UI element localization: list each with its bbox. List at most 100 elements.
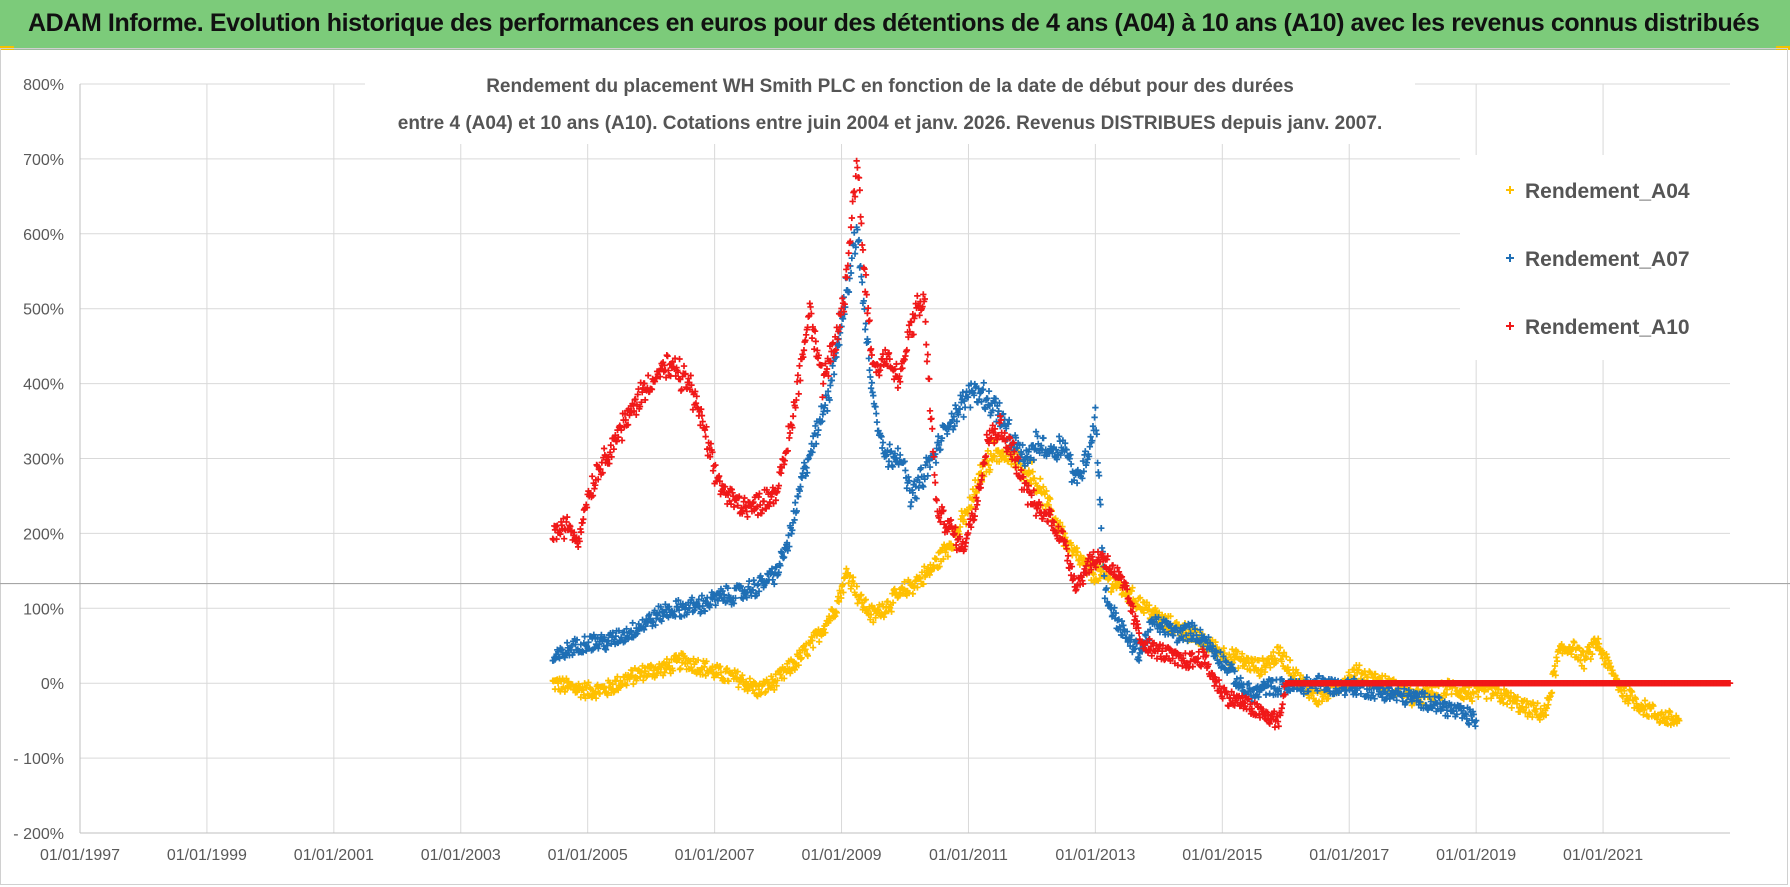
data-point [1303, 674, 1311, 681]
data-point [775, 569, 783, 576]
data-point [1098, 525, 1105, 532]
data-point [1465, 721, 1473, 728]
data-point [571, 529, 578, 536]
data-point [716, 477, 724, 485]
chart-title-line-2: entre 4 (A04) et 10 ans (A10). Cotations… [398, 113, 1382, 134]
data-point [665, 603, 673, 610]
x-axis: 01/01/1997 01/01/1999 01/01/2001 01/01/2003… [40, 847, 1643, 864]
data-point [644, 372, 652, 379]
data-point [1393, 697, 1400, 704]
data-point [1030, 456, 1037, 464]
data-point [592, 688, 599, 695]
data-point [692, 400, 700, 407]
data-point [733, 674, 741, 681]
data-point [1063, 545, 1070, 552]
data-point [924, 351, 931, 358]
data-point [979, 386, 987, 393]
data-point [1029, 468, 1036, 475]
data-point [833, 609, 840, 616]
y-tick-label: 800% [23, 77, 64, 94]
data-point [604, 691, 611, 699]
data-point [919, 303, 926, 310]
data-point [688, 381, 695, 389]
data-point [1067, 451, 1074, 459]
data-point [829, 339, 837, 346]
data-point [1170, 632, 1177, 639]
data-point [677, 665, 684, 672]
page-title: ADAM Informe. Evolution historique des p… [28, 9, 1760, 37]
data-point [1061, 440, 1069, 447]
data-point [597, 465, 604, 473]
data-point [905, 333, 912, 341]
data-point [1587, 655, 1594, 663]
legend-item: Rendement_A10 [1506, 316, 1690, 339]
data-point [1043, 487, 1050, 495]
data-point [1159, 642, 1167, 649]
data-point [802, 337, 809, 344]
data-point [1064, 552, 1072, 560]
data-point [861, 265, 868, 273]
data-point [793, 396, 800, 404]
data-point [997, 416, 1005, 424]
data-point [867, 385, 875, 392]
data-point [1030, 487, 1037, 494]
data-point [1014, 455, 1022, 462]
data-point [857, 213, 864, 221]
data-point [1470, 711, 1477, 718]
data-point [1059, 528, 1067, 535]
data-point [1666, 708, 1674, 716]
data-point [1583, 654, 1590, 662]
data-point [848, 255, 856, 262]
data-point [809, 449, 816, 456]
data-point [879, 444, 886, 452]
data-point [967, 404, 974, 411]
x-tick-label: 01/01/2013 [1055, 847, 1135, 864]
data-point [959, 389, 967, 396]
data-point [802, 646, 809, 653]
data-point [698, 412, 706, 419]
data-point [723, 665, 731, 672]
x-tick-label: 01/01/2021 [1563, 847, 1643, 864]
data-point [794, 372, 802, 379]
data-point [937, 518, 944, 526]
data-point [1212, 652, 1219, 660]
data-point [1092, 404, 1099, 411]
data-point [825, 372, 832, 380]
data-point [894, 445, 902, 452]
data-point [634, 391, 641, 398]
data-point [755, 588, 763, 595]
data-point [819, 393, 826, 401]
data-point [756, 501, 764, 509]
chart-title-line-1: Rendement du placement WH Smith PLC en f… [486, 76, 1294, 97]
data-point [795, 493, 802, 500]
data-point [1558, 641, 1565, 648]
data-point [783, 539, 791, 546]
data-point [886, 355, 893, 363]
data-point [896, 373, 903, 380]
data-point [943, 528, 951, 535]
data-point [553, 535, 560, 543]
data-point [1129, 608, 1136, 616]
data-point [1012, 434, 1020, 441]
data-point [1099, 550, 1106, 557]
data-point [964, 394, 972, 401]
data-point [688, 594, 696, 601]
data-point [576, 538, 583, 545]
x-tick-label: 01/01/2003 [421, 847, 501, 864]
data-point [792, 499, 799, 506]
data-point [1266, 690, 1273, 697]
data-point [656, 373, 664, 380]
data-point [854, 226, 861, 233]
data-point [778, 464, 786, 471]
data-point [870, 392, 877, 399]
data-point [1507, 689, 1515, 697]
data-point [772, 497, 780, 504]
data-point [1676, 717, 1683, 724]
data-point [1032, 512, 1040, 519]
data-point [1144, 639, 1151, 646]
data-point [1053, 456, 1061, 463]
y-tick-label: 600% [23, 227, 64, 244]
data-point [935, 433, 942, 440]
data-point [1103, 585, 1110, 592]
